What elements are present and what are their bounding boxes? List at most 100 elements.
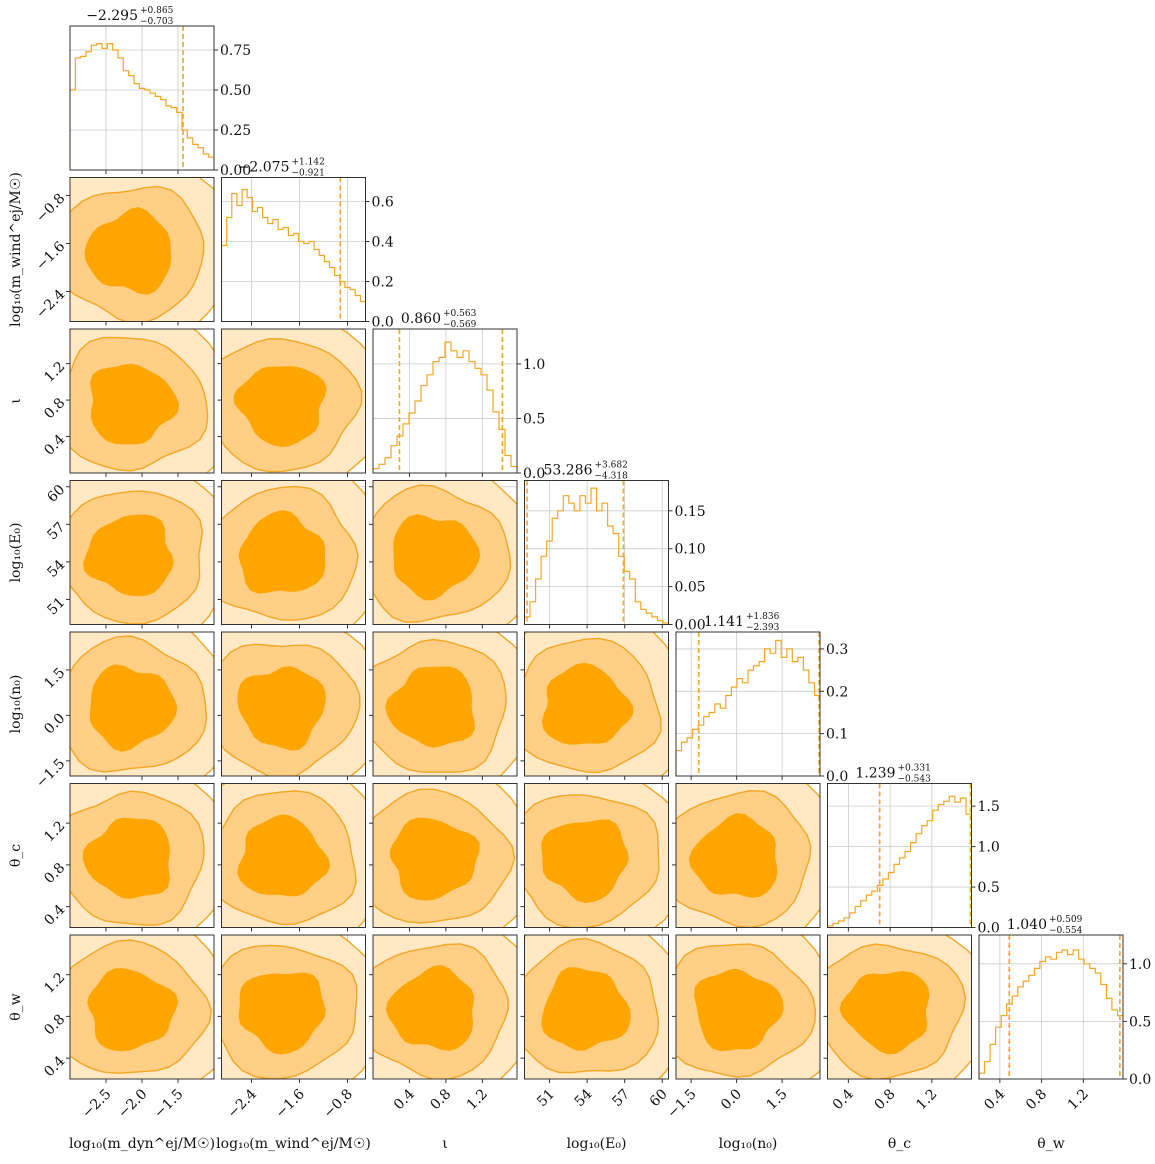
y-tick-label: 51 (44, 595, 68, 619)
lower-error: −2.393 (746, 623, 780, 633)
x-tick-text: −2.0 (115, 1086, 150, 1121)
contour-inner (393, 514, 481, 601)
y-tick-text: 0.8 (41, 860, 68, 887)
panel-frame (524, 480, 669, 625)
upper-error: +0.865 (140, 6, 174, 16)
y-tick-label: 0.8 (41, 860, 68, 887)
hist-panel-n0: 1.141 +1.836−2.393 0.0 0.1 0.2 0.3 (675, 612, 848, 785)
y-tick-text: 60 (44, 482, 68, 506)
contour-panel-mwind-vs-E0 (217, 480, 366, 629)
x-tick-label: 57 (609, 1086, 633, 1110)
axis-label-text: log₁₀(n₀) (8, 675, 24, 734)
hist-tick-label: 1.0 (523, 357, 545, 373)
contour-panel-mdyn-vs-iota: 0.4 0.8 1.2 (41, 328, 215, 477)
panel-plot-area (373, 480, 517, 625)
y-tick-label: 0.0 (41, 710, 68, 737)
contour-inner (83, 514, 174, 597)
contour-inner (237, 666, 326, 751)
panel-plot-area (70, 329, 214, 473)
hist-title: 53.286 +3.682−4.318 (544, 461, 629, 482)
contour-inner (237, 814, 331, 897)
y-tick-label: −1.6 (33, 238, 68, 273)
hist-tick-label: 0.4 (372, 235, 394, 251)
y-tick-text: −2.4 (33, 286, 68, 321)
contour-inner (87, 968, 179, 1052)
panel-plot-area (70, 632, 214, 776)
x-tick-label: −0.8 (321, 1086, 356, 1121)
x-tick-text: 0.4 (981, 1086, 1008, 1113)
axis-label-text: θ_w (8, 993, 24, 1020)
axis-label-E0: log₁₀(E₀) (567, 1136, 627, 1152)
upper-error: +0.331 (898, 764, 931, 774)
hist-title: 1.239 +0.331−0.543 (855, 764, 931, 785)
upper-error: +3.682 (595, 461, 628, 471)
contour-inner (541, 819, 629, 903)
x-tick-text: −0.8 (321, 1086, 356, 1121)
panel-plot-area (373, 329, 517, 473)
x-tick-label: 1.2 (913, 1086, 940, 1113)
y-tick-label: −1.5 (33, 756, 68, 791)
panel-plot-area (524, 783, 669, 928)
hist-tick-label: 0.2 (372, 275, 394, 291)
contour-panel-E0-vs-thc (520, 783, 669, 932)
x-tick-label: 0.8 (872, 1086, 899, 1113)
axis-label-thc: θ_c (8, 844, 24, 867)
contour-inner (82, 817, 170, 899)
contour-inner (89, 664, 178, 752)
upper-error: +0.563 (443, 309, 477, 319)
panel-plot-area (827, 783, 972, 928)
axis-label-n0: log₁₀(n₀) (8, 675, 24, 734)
axis-label-mdyn: log₁₀(m_dyn^ej/M☉) (69, 1136, 215, 1152)
median-value: 53.286 (544, 463, 593, 479)
x-tick-label: 1.2 (1065, 1086, 1092, 1113)
hist-step (70, 43, 214, 170)
hist-step (676, 639, 820, 776)
panel-frame (69, 480, 215, 625)
panel-frame (675, 631, 821, 777)
axis-label-iota: ι (442, 1136, 448, 1152)
hist-step (373, 341, 517, 473)
panel-frame (69, 177, 215, 322)
y-tick-label: −0.8 (33, 191, 68, 226)
hist-panel-iota: 0.860 +0.563−0.569 0.0 0.5 1.0 (372, 309, 545, 482)
panel-plot-area (221, 329, 366, 473)
hist-tick-label: 0.10 (675, 542, 706, 558)
panel-frame (372, 480, 518, 625)
hist-tick-label: 0.75 (220, 43, 251, 59)
hist-tick-label: 0.2 (826, 684, 848, 700)
contour-inner (694, 968, 784, 1052)
panel-plot-area (373, 783, 517, 928)
y-tick-label: −2.4 (33, 286, 68, 321)
panel-plot-area (70, 26, 214, 170)
lower-error: −0.554 (1049, 926, 1083, 936)
hist-tick-label: 0.25 (220, 123, 251, 139)
y-tick-text: 1.2 (41, 818, 68, 845)
x-tick-label: 0.8 (427, 1086, 454, 1113)
x-tick-label: −1.5 (151, 1086, 186, 1121)
x-tick-label: −2.0 (115, 1086, 150, 1121)
y-tick-text: −0.8 (33, 191, 68, 226)
contour-panel-mdyn-vs-mwind: −2.4 −1.6 −0.8 (33, 177, 215, 326)
axis-label-iota: ι (8, 398, 24, 404)
axis-label-text: log₁₀(m_wind^ej/M☉) (216, 1136, 371, 1152)
panel-plot-area (979, 935, 1123, 1079)
panel-plot-area (70, 177, 214, 322)
x-tick-label: 54 (572, 1086, 596, 1110)
axis-label-E0: log₁₀(E₀) (8, 523, 24, 583)
panel-frame (524, 631, 669, 777)
hist-tick-label: 0.0 (523, 466, 545, 482)
panel-frame (524, 934, 669, 1080)
y-tick-text: 0.0 (41, 710, 68, 737)
upper-error: +1.836 (746, 612, 780, 622)
panel-frame (827, 783, 972, 928)
hist-step (827, 795, 972, 928)
axis-label-text: log₁₀(n₀) (719, 1136, 778, 1152)
contour-inner (839, 971, 930, 1055)
contour-panel-mwind-vs-iota (217, 328, 366, 477)
hist-title: 0.860 +0.563−0.569 (401, 309, 477, 330)
panel-frame (69, 631, 215, 777)
y-tick-text: 1.2 (41, 359, 68, 386)
hist-tick-label: 0.15 (675, 504, 706, 520)
contour-panel-mwind-vs-n0 (217, 631, 366, 780)
